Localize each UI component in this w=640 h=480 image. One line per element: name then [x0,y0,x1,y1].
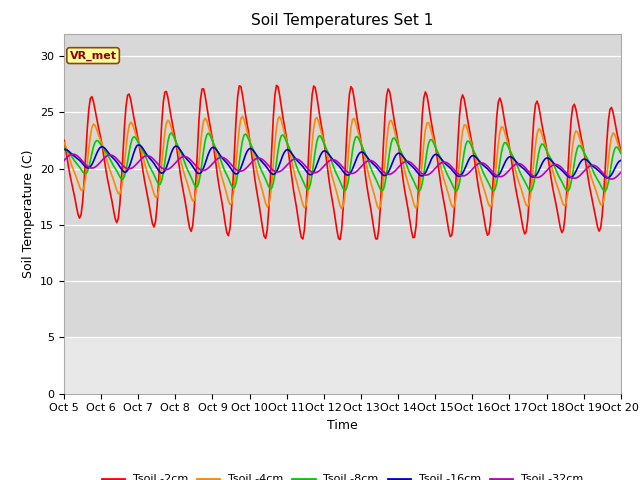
Tsoil -4cm [375,206,383,212]
Tsoil -4cm [129,121,136,127]
Tsoil -8cm [617,150,625,156]
Tsoil -2cm [617,148,625,154]
Tsoil -4cm [60,140,68,145]
Tsoil -32cm [305,167,313,173]
Tsoil -16cm [246,145,254,151]
Tsoil -16cm [617,157,625,163]
Tsoil -8cm [60,144,68,150]
Bar [64,34,621,281]
Tsoil -8cm [255,163,263,168]
Legend: Tsoil -2cm, Tsoil -4cm, Tsoil -8cm, Tsoil -16cm, Tsoil -32cm: Tsoil -2cm, Tsoil -4cm, Tsoil -8cm, Tsoi… [97,470,588,480]
Tsoil -8cm [305,186,313,192]
Tsoil -4cm [589,179,596,185]
Tsoil -2cm [336,237,344,242]
Tsoil -16cm [588,162,595,168]
Tsoil -32cm [130,164,138,169]
Tsoil -32cm [588,163,595,168]
Title: Soil Temperatures Set 1: Soil Temperatures Set 1 [252,13,433,28]
Tsoil -32cm [60,158,68,164]
X-axis label: Time: Time [327,419,358,432]
Tsoil -16cm [255,156,263,162]
Tsoil -16cm [228,167,236,172]
Tsoil -2cm [226,226,234,231]
Line: Tsoil -8cm: Tsoil -8cm [64,133,621,191]
Tsoil -2cm [129,106,136,111]
Tsoil -32cm [228,162,236,168]
Tsoil -2cm [589,200,596,205]
Tsoil -16cm [134,142,142,148]
Tsoil -32cm [255,156,263,161]
Line: Tsoil -2cm: Tsoil -2cm [64,85,621,240]
Tsoil -16cm [305,171,313,177]
Tsoil -8cm [167,130,175,136]
Tsoil -4cm [255,178,263,183]
Tsoil -8cm [228,183,236,189]
Tsoil -2cm [60,137,68,143]
Tsoil -16cm [129,155,136,161]
Tsoil -4cm [305,179,313,184]
Line: Tsoil -16cm: Tsoil -16cm [64,145,621,178]
Tsoil -16cm [60,147,68,153]
Tsoil -4cm [246,139,254,144]
Bar [64,281,621,337]
Tsoil -8cm [602,188,609,194]
Tsoil -16cm [603,175,611,181]
Tsoil -4cm [239,113,246,119]
Tsoil -32cm [70,151,77,157]
Tsoil -8cm [588,164,595,170]
Line: Tsoil -4cm: Tsoil -4cm [64,116,621,209]
Tsoil -2cm [244,130,252,135]
Tsoil -2cm [305,142,313,148]
Tsoil -32cm [617,169,625,175]
Tsoil -4cm [226,202,234,207]
Tsoil -8cm [129,136,136,142]
Tsoil -4cm [617,149,625,155]
Tsoil -2cm [254,195,262,201]
Text: VR_met: VR_met [70,50,116,61]
Tsoil -8cm [246,140,254,146]
Line: Tsoil -32cm: Tsoil -32cm [64,154,621,179]
Tsoil -32cm [607,176,615,182]
Tsoil -2cm [273,83,280,88]
Tsoil -32cm [246,161,254,167]
Y-axis label: Soil Temperature (C): Soil Temperature (C) [22,149,35,278]
Bar [64,34,621,337]
